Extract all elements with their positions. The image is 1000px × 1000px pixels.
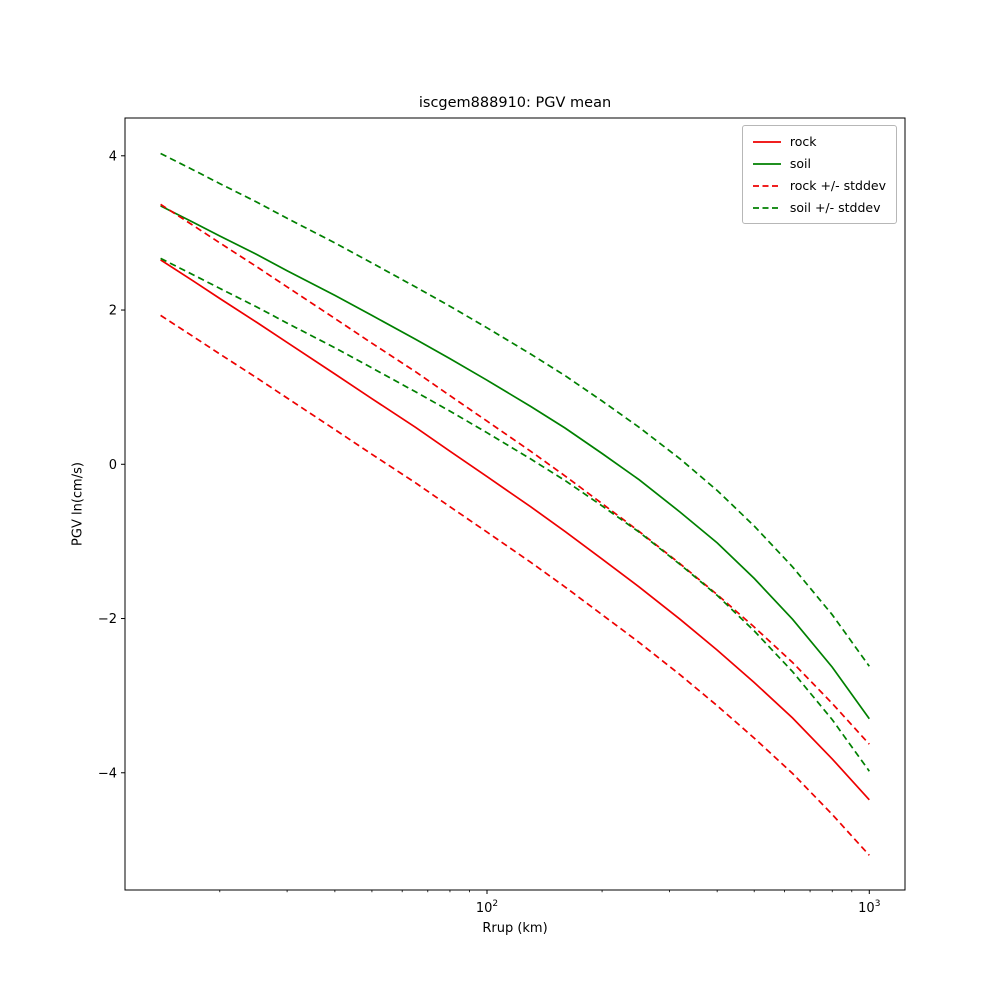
x-tick-label: 102 — [476, 899, 498, 916]
legend-item-3: soil +/- stddev — [752, 198, 886, 217]
x-axis-label: Rrup (km) — [482, 921, 548, 936]
series-rock — [160, 259, 870, 801]
legend-label: rock — [789, 134, 817, 149]
legend-line-sample — [752, 162, 781, 165]
legend-label: soil +/- stddev — [789, 200, 881, 215]
y-axis-ticks: −4 −2 0 2 4 — [98, 149, 125, 781]
series-soil — [160, 205, 870, 720]
legend-item-0: rock — [752, 132, 886, 151]
legend-label: rock +/- stddev — [789, 178, 886, 193]
legend-item-1: soil — [752, 154, 886, 173]
x-tick-label: 103 — [858, 899, 880, 916]
series-soil_minus_stddev — [160, 257, 870, 772]
y-tick-label: 2 — [109, 304, 117, 319]
y-axis-label: PGV ln(cm/s) — [70, 462, 86, 546]
legend-label: soil — [789, 156, 811, 171]
y-tick-label: 4 — [109, 149, 117, 164]
x-axis-ticks: 102 103 — [476, 890, 880, 916]
axes-frame — [124, 117, 906, 891]
y-tick-label: 0 — [109, 458, 117, 473]
legend-item-2: rock +/- stddev — [752, 176, 886, 195]
legend-line-sample — [752, 140, 781, 143]
legend: rock soil rock +/- stddev soil +/- stddev — [741, 125, 897, 224]
x-axis-minor-ticks — [219, 890, 853, 893]
chart-title: iscgem888910: PGV mean — [418, 95, 612, 111]
series-rock_minus_stddev — [160, 314, 870, 856]
legend-line-sample — [752, 184, 781, 187]
series-rock_plus_stddev — [160, 203, 870, 745]
y-tick-label: −4 — [98, 766, 117, 781]
y-tick-label: −2 — [98, 612, 117, 627]
legend-line-sample — [752, 206, 781, 209]
series-soil_plus_stddev — [160, 152, 870, 667]
